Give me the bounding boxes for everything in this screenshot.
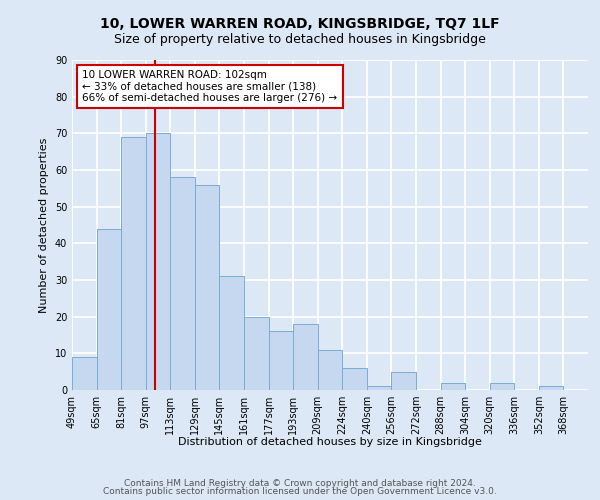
Bar: [342, 368, 367, 390]
Bar: [170, 178, 195, 390]
Bar: [121, 137, 146, 390]
Text: Size of property relative to detached houses in Kingsbridge: Size of property relative to detached ho…: [114, 32, 486, 46]
Bar: [391, 372, 416, 390]
Bar: [367, 386, 391, 390]
X-axis label: Distribution of detached houses by size in Kingsbridge: Distribution of detached houses by size …: [178, 437, 482, 447]
Bar: [539, 386, 563, 390]
Bar: [97, 228, 121, 390]
Bar: [293, 324, 318, 390]
Bar: [440, 382, 465, 390]
Text: 10 LOWER WARREN ROAD: 102sqm
← 33% of detached houses are smaller (138)
66% of s: 10 LOWER WARREN ROAD: 102sqm ← 33% of de…: [82, 70, 337, 103]
Bar: [318, 350, 342, 390]
Text: Contains public sector information licensed under the Open Government Licence v3: Contains public sector information licen…: [103, 487, 497, 496]
Text: 10, LOWER WARREN ROAD, KINGSBRIDGE, TQ7 1LF: 10, LOWER WARREN ROAD, KINGSBRIDGE, TQ7 …: [100, 18, 500, 32]
Text: Contains HM Land Registry data © Crown copyright and database right 2024.: Contains HM Land Registry data © Crown c…: [124, 478, 476, 488]
Bar: [244, 316, 269, 390]
Bar: [269, 332, 293, 390]
Bar: [220, 276, 244, 390]
Y-axis label: Number of detached properties: Number of detached properties: [39, 138, 49, 312]
Bar: [490, 382, 514, 390]
Bar: [146, 134, 170, 390]
Bar: [72, 357, 97, 390]
Bar: [195, 184, 220, 390]
